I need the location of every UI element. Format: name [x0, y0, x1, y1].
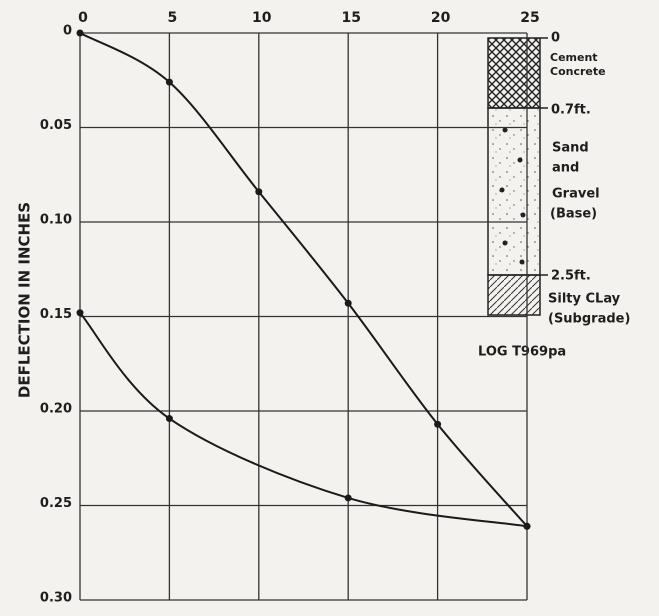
- soil-column: [487, 37, 548, 316]
- note: LOG T969pa: [478, 345, 566, 360]
- x-tick-label: 15: [341, 10, 360, 26]
- data-point: [165, 78, 173, 86]
- y-tick-label: 0.10: [40, 213, 72, 228]
- y-tick-label: 0.15: [40, 307, 72, 322]
- x-tick-label: 5: [168, 10, 178, 26]
- data-point: [76, 29, 84, 37]
- data-point: [434, 420, 442, 428]
- layer-label: Concrete: [550, 65, 606, 78]
- depth-label: 2.5ft.: [551, 269, 591, 284]
- data-point: [344, 299, 352, 307]
- x-tick-label: 20: [431, 10, 451, 26]
- curve: [79, 312, 528, 528]
- layer-label: (Subgrade): [548, 312, 630, 327]
- layer-label: Silty CLay: [548, 292, 621, 307]
- layer-label: and: [552, 161, 579, 176]
- layer-label: (Base): [550, 207, 597, 222]
- depth-label: 0: [551, 31, 560, 46]
- data-point: [76, 309, 84, 317]
- data-point: [255, 188, 263, 196]
- layer-label: Sand: [552, 141, 589, 156]
- y-axis-title: DEFLECTION IN INCHES: [16, 202, 34, 398]
- data-point: [165, 415, 173, 423]
- data-point: [523, 522, 531, 530]
- depth-label: 0.7ft.: [551, 103, 591, 118]
- layer-label: Gravel: [552, 187, 600, 202]
- data-point: [344, 494, 352, 502]
- x-tick-label: 10: [252, 10, 272, 26]
- y-tick-label: 0.05: [40, 118, 72, 133]
- x-tick-label: 25: [520, 10, 539, 26]
- x-tick-label: 0: [78, 10, 88, 26]
- y-tick-label: 0.25: [40, 496, 72, 511]
- y-tick-label: 0: [63, 24, 72, 39]
- layer-label: Cement: [550, 51, 598, 64]
- y-tick-label: 0.30: [40, 591, 72, 606]
- curve: [79, 32, 528, 527]
- y-tick-label: 0.20: [40, 402, 72, 417]
